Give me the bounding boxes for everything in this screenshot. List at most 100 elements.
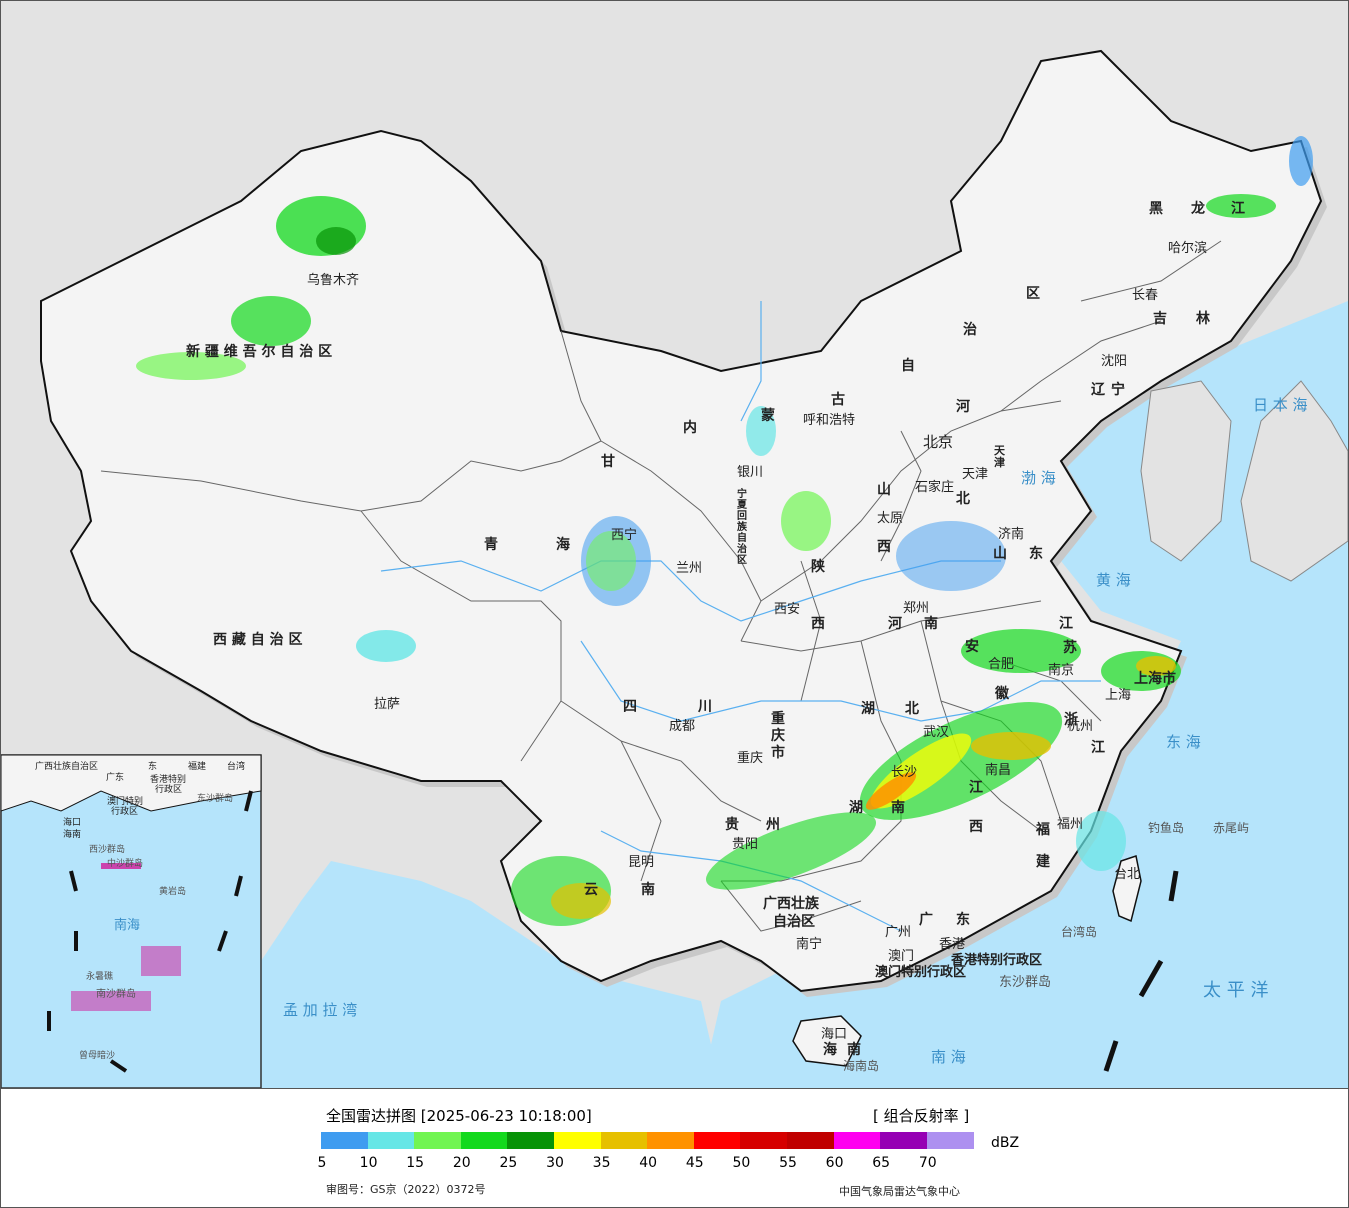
color-scale-tick-label: 30	[546, 1155, 564, 1171]
city-label: 福州	[1057, 817, 1084, 832]
region-label: 山	[993, 546, 1007, 562]
city-label: 澳门	[888, 949, 915, 964]
hainan-island	[792, 1015, 862, 1067]
inset-label: 澳门特别	[107, 797, 144, 807]
color-scale-cell	[880, 1132, 928, 1149]
region-label: 苏	[1063, 640, 1077, 656]
sea-label: 渤 海	[1021, 469, 1056, 487]
region-label: 吉	[1153, 311, 1167, 327]
city-label: 石家庄	[915, 480, 955, 495]
sea-label: 南 海	[931, 1048, 966, 1066]
legend-unit: dBZ	[991, 1135, 1020, 1151]
city-label: 昆明	[628, 855, 655, 870]
region-label: 建	[1036, 854, 1050, 870]
region-label: 南	[641, 882, 655, 898]
color-scale-cell	[647, 1132, 695, 1149]
city-label: 广州	[885, 925, 912, 940]
color-scale-tick-label: 65	[872, 1155, 891, 1171]
inset-label: 行政区	[155, 785, 183, 795]
color-scale-cell	[367, 1132, 415, 1149]
city-label: 杭州	[1067, 719, 1094, 734]
region-label: 西 藏 自 治 区	[213, 632, 303, 648]
region-label: 川	[698, 699, 712, 715]
region-label: 湖	[861, 701, 875, 717]
region-label: 甘	[601, 454, 615, 470]
inset-label: 永暑礁	[86, 972, 114, 982]
color-scale-tick-label: 50	[732, 1155, 751, 1171]
city-label: 呼和浩特	[803, 413, 856, 428]
city-label: 拉萨	[374, 697, 401, 712]
japan-land	[1240, 380, 1348, 582]
region-label: 区	[1026, 286, 1040, 302]
region-label: 福	[1036, 822, 1050, 838]
region-label: 四	[623, 699, 637, 715]
region-label: 安	[965, 639, 979, 655]
city-label: 乌鲁木齐	[307, 273, 360, 288]
map-extra-label: 澳门特别行政区	[875, 965, 967, 980]
region-label: 北	[905, 701, 919, 717]
inset-land	[1, 754, 262, 812]
region-label: 云	[584, 882, 598, 898]
city-label: 香港	[939, 937, 966, 952]
region-label: 内	[683, 420, 697, 436]
color-scale-cell	[554, 1132, 602, 1149]
inset-label: 广西壮族自治区	[35, 762, 99, 772]
sea-label: 日 本 海	[1253, 396, 1308, 414]
region-label: 辽	[1091, 382, 1105, 398]
region-label: 西	[877, 539, 891, 555]
map-extra-label: 香港特别行政区	[951, 953, 1043, 968]
inset-label: 黄岩岛	[159, 887, 187, 897]
sea-area	[231, 861, 721, 1088]
color-scale-cell	[321, 1132, 369, 1149]
region-label: 南	[924, 616, 938, 632]
region-label: 江	[1231, 201, 1245, 217]
inset-label: 曾母暗沙	[79, 1051, 116, 1061]
region-label: 海	[556, 537, 570, 553]
region-label: 海	[823, 1042, 837, 1058]
region-label: 河	[888, 616, 902, 632]
city-label: 台北	[1114, 867, 1141, 882]
region-label: 西	[969, 819, 983, 835]
city-label: 哈尔滨	[1168, 241, 1208, 256]
city-label: 南昌	[985, 763, 1012, 778]
south-china-sea-inset	[1, 754, 262, 1088]
color-scale-tick-label: 60	[825, 1155, 844, 1171]
korea-land	[1140, 380, 1232, 562]
color-scale-cell	[926, 1132, 974, 1149]
inset-label: 台湾	[227, 762, 246, 772]
inset-label: 行政区	[111, 807, 139, 817]
region-label: 贵	[725, 817, 739, 833]
map-extra-label: 台湾岛	[1061, 925, 1098, 939]
region-label: 龙	[1191, 201, 1205, 217]
region-label: 山	[877, 482, 891, 498]
region-label: 南	[847, 1042, 861, 1058]
color-scale-tick-label: 40	[639, 1155, 658, 1171]
city-label: 郑州	[903, 601, 930, 616]
color-scale-cell	[833, 1132, 881, 1149]
radar-echoes	[136, 136, 1313, 926]
region-label: 徽	[995, 686, 1009, 702]
city-label: 西宁	[611, 528, 638, 543]
color-scale-tick-label: 20	[452, 1155, 471, 1171]
color-scale-tick-label: 10	[359, 1155, 378, 1171]
city-label: 海口	[821, 1027, 848, 1042]
region-label: 蒙	[761, 408, 775, 424]
region-label: 江	[969, 780, 983, 796]
inset-label: 南海	[114, 918, 141, 933]
region-label: 湖	[849, 800, 863, 816]
inset-label: 广东	[106, 773, 125, 783]
color-scale-cell	[507, 1132, 555, 1149]
city-label: 南京	[1048, 663, 1075, 678]
city-label: 南宁	[796, 937, 823, 952]
sea-label: 东 海	[1166, 733, 1201, 751]
region-label: 青	[484, 537, 498, 553]
region-label: 古	[831, 392, 845, 408]
color-scale-tick-label: 25	[499, 1155, 518, 1171]
city-label: 沈阳	[1101, 354, 1128, 369]
color-scale-cell	[787, 1132, 835, 1149]
radar-map	[1, 1, 1348, 1088]
city-label: 西安	[774, 602, 801, 617]
region-label: 重庆市	[771, 711, 785, 761]
sea-label: 孟 加 拉 湾	[283, 1001, 358, 1019]
